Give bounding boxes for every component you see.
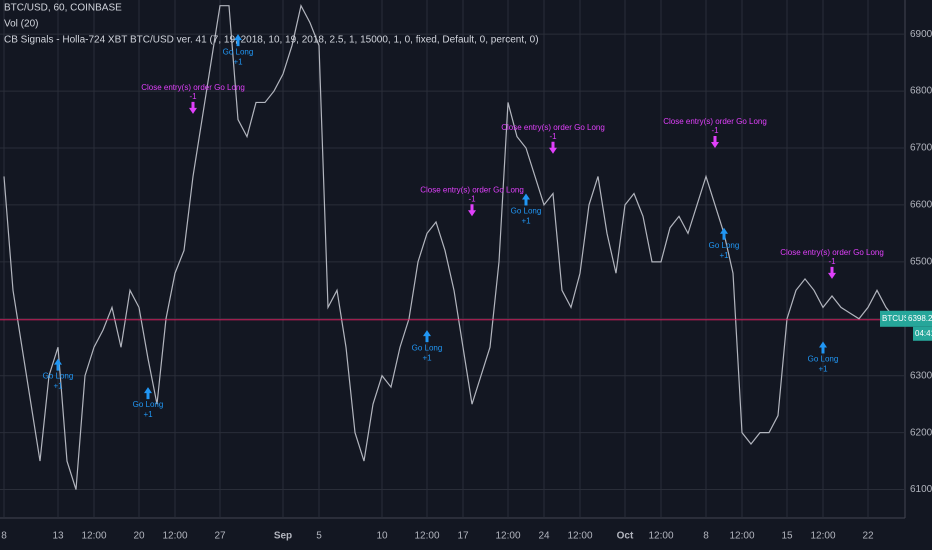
x-tick-label: 27: [214, 531, 226, 542]
x-tick-label: 12:00: [162, 531, 187, 542]
y-tick-label: 6500.00: [910, 256, 932, 267]
countdown-tag: [913, 326, 932, 341]
x-tick-label: 8: [1, 531, 7, 542]
x-tick-label: 12:00: [729, 531, 754, 542]
x-tick-label: 17: [457, 531, 469, 542]
y-tick-label: 6100.00: [910, 484, 932, 495]
strategy-label: CB Signals - Holla-724 XBT BTC/USD ver. …: [4, 35, 539, 46]
x-tick-label: 12:00: [495, 531, 520, 542]
entry-label: Go Long: [511, 207, 542, 216]
entry-label: Go Long: [223, 47, 254, 56]
symbol-tag: [880, 310, 906, 327]
exit-arrow: [549, 141, 557, 154]
price-line: [3, 3, 896, 490]
exit-qty: -1: [189, 92, 197, 101]
exit-arrow: [711, 136, 719, 148]
x-tick-label: 12:00: [810, 531, 835, 542]
exit-label: Close entry(s) order Go Long: [663, 117, 767, 126]
exit-arrow: [468, 204, 476, 217]
y-tick-label: 6700.00: [910, 143, 932, 154]
y-tick-label: 6300.00: [910, 370, 932, 381]
x-tick-label: 22: [862, 531, 874, 542]
y-tick-label: 6800.00: [910, 86, 932, 97]
y-tick-label: 6600.00: [910, 200, 932, 211]
entry-qty: +1: [422, 353, 432, 362]
x-tick-label: 12:00: [81, 531, 106, 542]
entry-label: Go Long: [133, 400, 164, 409]
exit-qty: -1: [711, 126, 719, 135]
volume-label: Vol (20): [4, 19, 38, 30]
entry-arrow: [522, 193, 530, 206]
price-tag-label: 6398.20: [908, 314, 932, 323]
y-tick-label: 6900.00: [910, 29, 932, 40]
x-tick-label: Sep: [274, 531, 292, 542]
exit-qty: -1: [468, 194, 476, 203]
x-tick-label: 12:00: [648, 531, 673, 542]
entry-label: Go Long: [43, 372, 74, 381]
entry-label: Go Long: [808, 355, 839, 364]
entry-arrow: [54, 358, 62, 371]
entry-arrow: [720, 227, 728, 240]
entry-arrow: [819, 341, 827, 354]
exit-label: Close entry(s) order Go Long: [501, 123, 605, 132]
exit-qty: -1: [549, 132, 557, 141]
entry-arrow: [423, 330, 431, 343]
entry-label: Go Long: [709, 241, 740, 250]
entry-qty: +1: [53, 382, 63, 391]
exit-label: Close entry(s) order Go Long: [780, 248, 884, 257]
entry-qty: +1: [719, 251, 729, 260]
entry-qty: +1: [521, 217, 531, 226]
x-tick-label: 12:00: [567, 531, 592, 542]
entry-arrow: [234, 34, 242, 47]
entry-qty: +1: [143, 410, 153, 419]
symbol-tag-label: BTCUSD: [882, 314, 915, 323]
x-tick-label: 20: [133, 531, 145, 542]
entry-qty: +1: [818, 365, 828, 374]
x-tick-label: Oct: [617, 531, 634, 542]
entry-label: Go Long: [412, 343, 443, 352]
x-tick-label: 13: [52, 531, 64, 542]
exit-qty: -1: [828, 257, 836, 266]
x-tick-label: 5: [316, 531, 322, 542]
x-tick-label: 24: [538, 531, 550, 542]
exit-label: Close entry(s) order Go Long: [141, 83, 245, 92]
x-tick-label: 12:00: [414, 531, 439, 542]
x-tick-label: 10: [376, 531, 388, 542]
x-tick-label: 15: [781, 531, 793, 542]
x-tick-label: 8: [703, 531, 709, 542]
exit-arrow: [828, 266, 836, 279]
exit-label: Close entry(s) order Go Long: [420, 185, 524, 194]
entry-arrow: [144, 387, 152, 400]
countdown-label: 04:41: [915, 329, 932, 338]
y-tick-label: 6200.00: [910, 427, 932, 438]
entry-qty: +1: [233, 57, 243, 66]
price-tag: [906, 310, 932, 327]
symbol-label: BTC/USD, 60, COINBASE: [4, 3, 122, 14]
exit-arrow: [189, 101, 197, 114]
